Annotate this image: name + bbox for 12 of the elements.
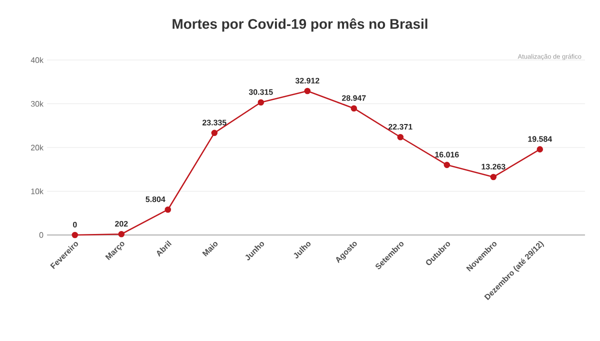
chart-title: Mortes por Covid-19 por mês no Brasil [172,18,428,32]
point [350,105,358,112]
point [304,88,311,94]
point [72,232,78,238]
point [118,230,125,238]
point [536,146,544,152]
point [490,174,497,180]
point [164,206,172,213]
point [397,134,404,140]
point [444,162,450,168]
point [211,130,218,136]
point [258,99,264,106]
